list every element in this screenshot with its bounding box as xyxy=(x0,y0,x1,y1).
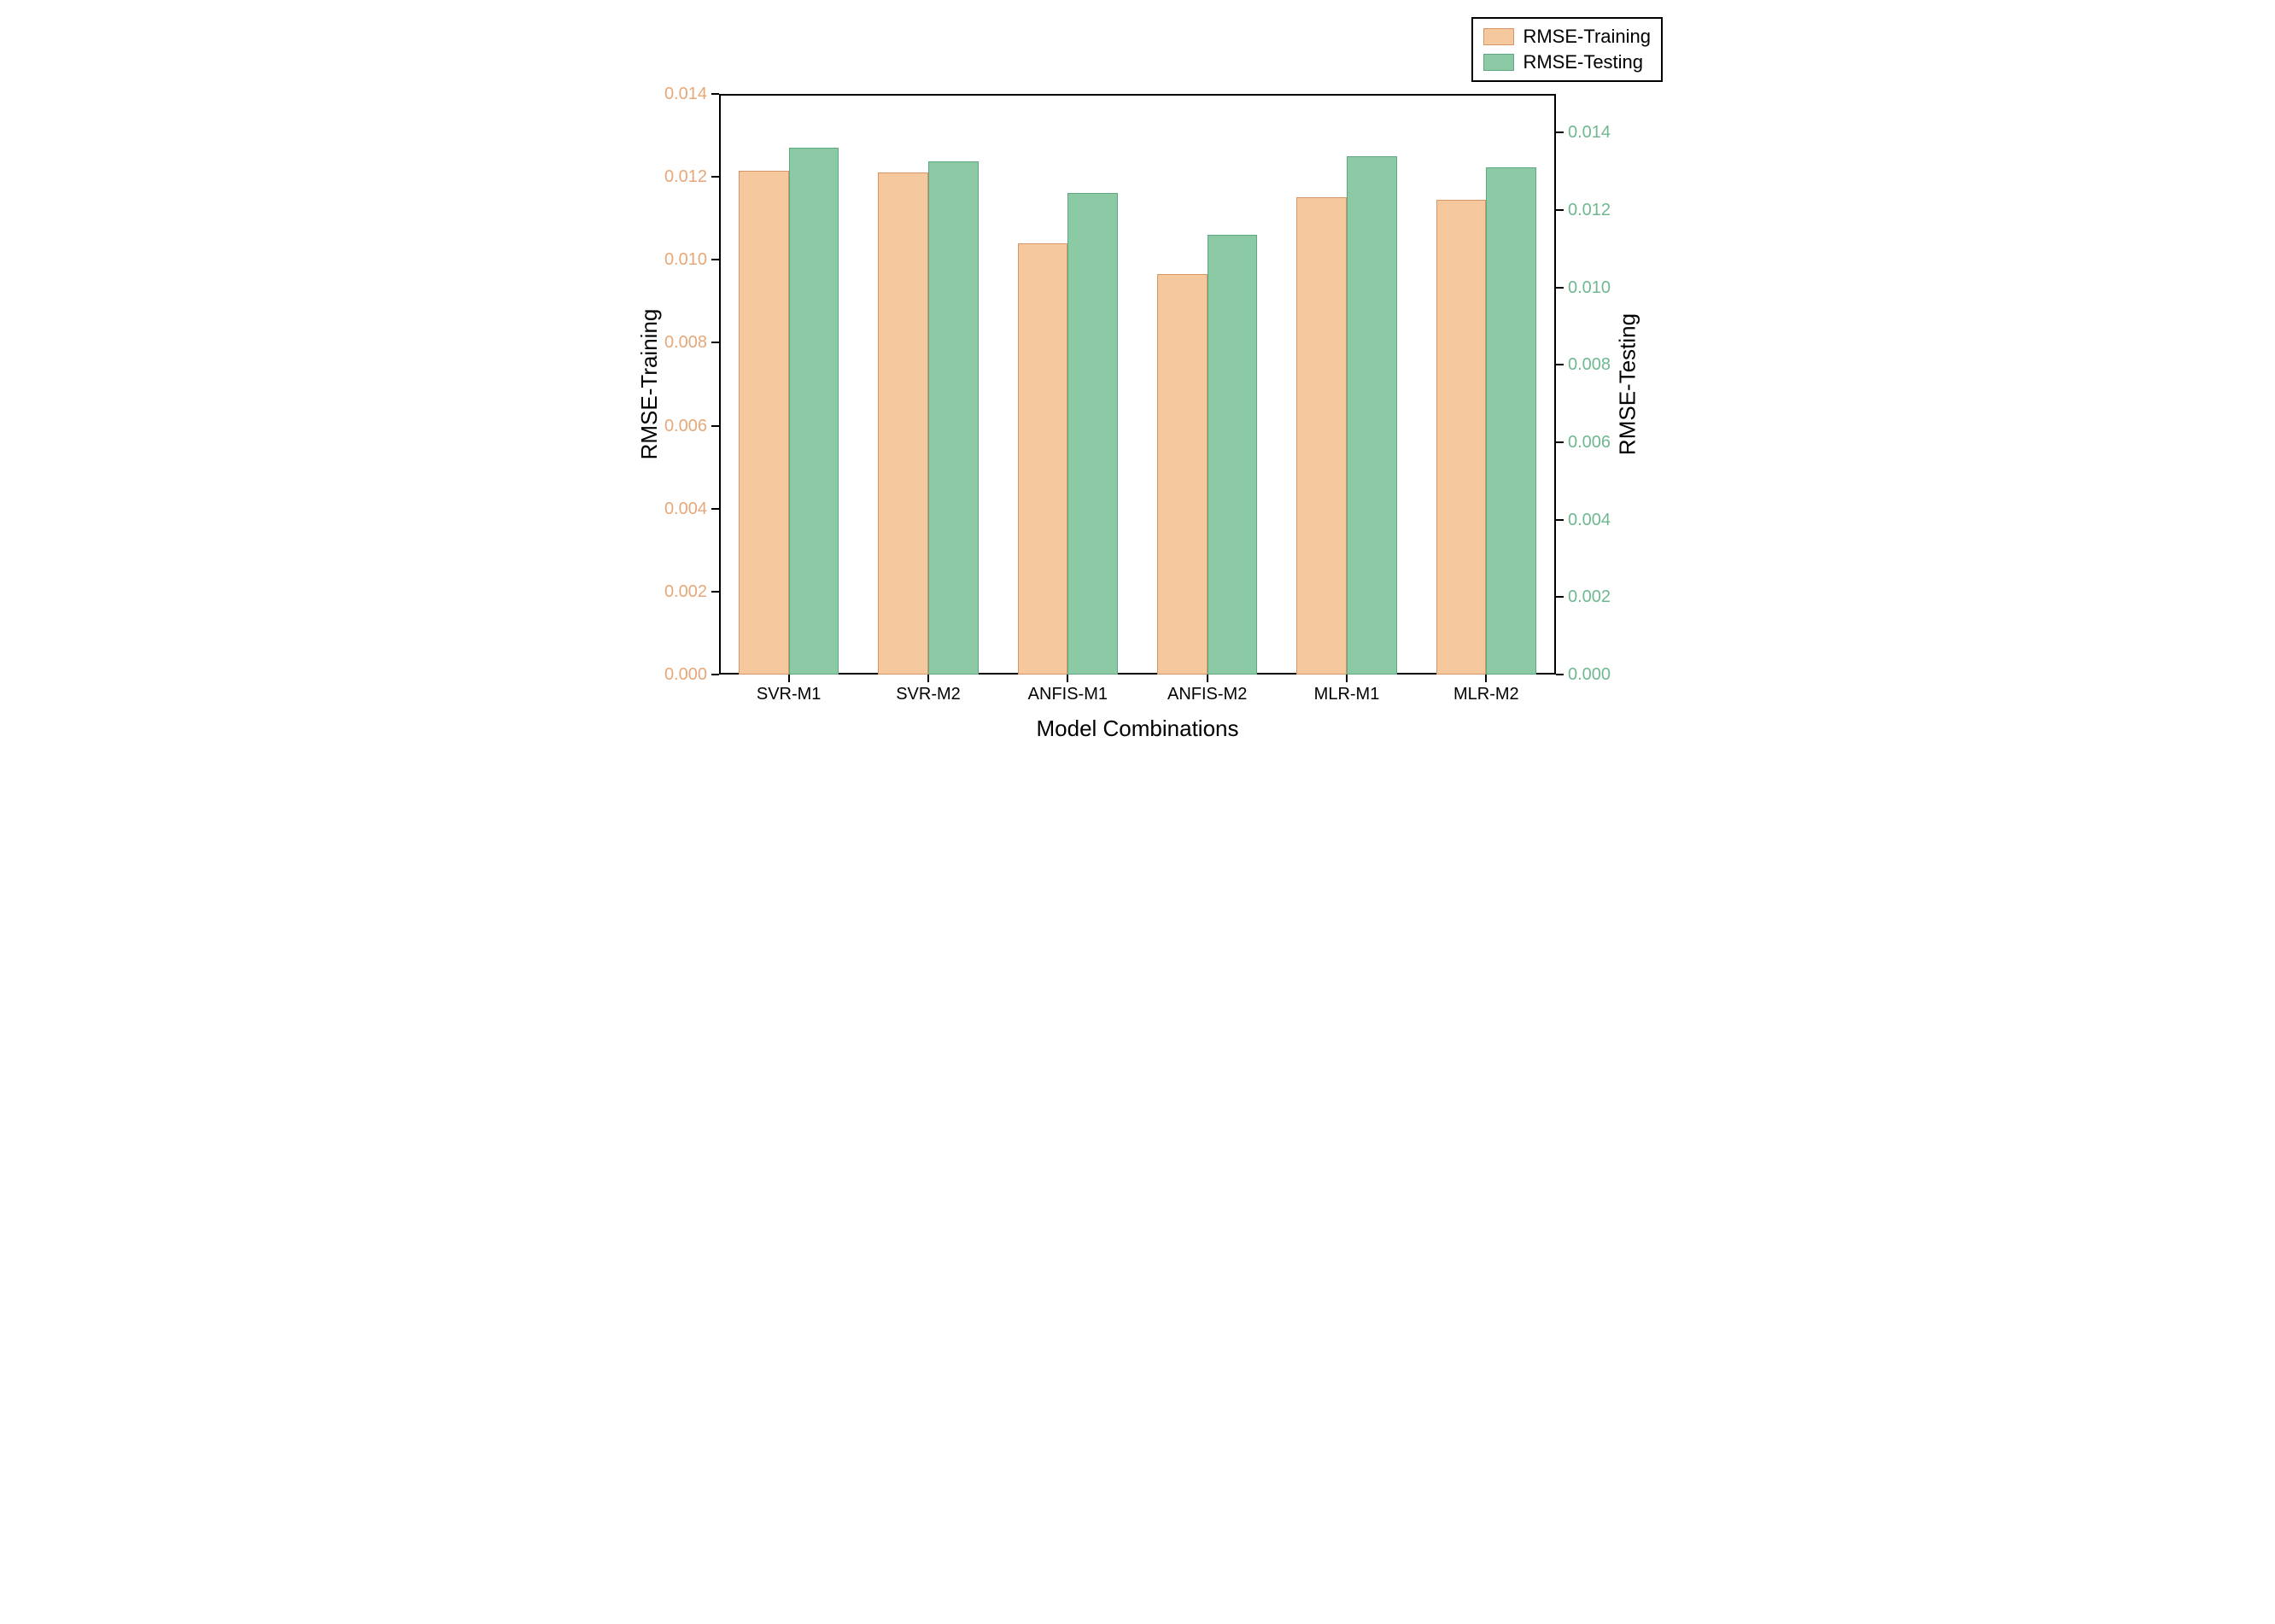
bar-training xyxy=(1157,274,1208,675)
x-tick-label: ANFIS-M1 xyxy=(1028,685,1108,704)
y-right-tick xyxy=(1556,441,1564,443)
y-left-tick xyxy=(711,93,719,95)
legend: RMSE-Training RMSE-Testing xyxy=(1471,17,1663,82)
bar-testing xyxy=(789,148,839,675)
y-right-tick-label: 0.014 xyxy=(1568,123,1611,143)
bar-training xyxy=(1018,243,1068,675)
y-left-tick xyxy=(711,176,719,178)
y-left-tick xyxy=(711,508,719,510)
bar-testing xyxy=(1067,193,1118,675)
y-left-tick xyxy=(711,342,719,343)
y-left-tick-label: 0.012 xyxy=(664,167,707,187)
x-tick xyxy=(927,675,929,682)
x-tick-label: SVR-M1 xyxy=(757,685,822,704)
x-tick xyxy=(1346,675,1348,682)
y-left-tick-label: 0.010 xyxy=(664,250,707,270)
x-tick-label: SVR-M2 xyxy=(896,685,961,704)
y-right-tick-label: 0.010 xyxy=(1568,278,1611,298)
y-left-tick-label: 0.004 xyxy=(664,499,707,519)
x-axis-label: Model Combinations xyxy=(1036,716,1238,742)
legend-label: RMSE-Testing xyxy=(1523,51,1643,73)
bar-testing xyxy=(1347,156,1397,675)
y-right-tick xyxy=(1556,596,1564,598)
plot-area xyxy=(719,94,1556,675)
x-tick-label: MLR-M1 xyxy=(1314,685,1380,704)
y-right-axis-label: RMSE-Testing xyxy=(1614,313,1640,455)
y-right-tick xyxy=(1556,674,1564,675)
y-right-tick xyxy=(1556,519,1564,521)
y-right-tick-label: 0.004 xyxy=(1568,511,1611,530)
y-right-tick-label: 0.002 xyxy=(1568,587,1611,607)
y-left-tick xyxy=(711,259,719,260)
bar-testing xyxy=(928,161,979,675)
x-tick xyxy=(1207,675,1208,682)
bar-training xyxy=(739,171,789,675)
bar-testing xyxy=(1208,235,1258,675)
bar-training xyxy=(1436,200,1487,675)
y-left-tick xyxy=(711,591,719,593)
y-left-tick xyxy=(711,425,719,427)
y-left-tick-label: 0.008 xyxy=(664,333,707,353)
x-tick-label: MLR-M2 xyxy=(1453,685,1519,704)
legend-swatch xyxy=(1483,54,1514,71)
y-right-tick xyxy=(1556,131,1564,133)
y-left-tick-label: 0.000 xyxy=(664,665,707,685)
y-right-tick xyxy=(1556,287,1564,289)
y-right-tick xyxy=(1556,209,1564,211)
y-left-axis-label: RMSE-Training xyxy=(636,309,663,460)
y-left-tick-label: 0.002 xyxy=(664,582,707,602)
x-tick xyxy=(788,675,790,682)
bar-testing xyxy=(1486,167,1536,675)
x-tick-label: ANFIS-M2 xyxy=(1167,685,1247,704)
bar-training xyxy=(878,172,928,675)
legend-swatch xyxy=(1483,28,1514,45)
x-tick xyxy=(1067,675,1068,682)
legend-item: RMSE-Training xyxy=(1483,24,1651,50)
y-right-tick-label: 0.012 xyxy=(1568,201,1611,220)
y-right-tick-label: 0.000 xyxy=(1568,665,1611,685)
y-left-tick-label: 0.014 xyxy=(664,85,707,104)
y-left-tick xyxy=(711,674,719,675)
x-tick xyxy=(1485,675,1487,682)
y-right-tick xyxy=(1556,364,1564,365)
legend-label: RMSE-Training xyxy=(1523,26,1651,48)
bar-training xyxy=(1296,197,1347,675)
y-right-tick-label: 0.006 xyxy=(1568,433,1611,453)
chart-container: RMSE-Training RMSE-Testing RMSE-Training … xyxy=(612,17,1663,767)
legend-item: RMSE-Testing xyxy=(1483,50,1651,75)
y-left-tick-label: 0.006 xyxy=(664,417,707,436)
y-right-tick-label: 0.008 xyxy=(1568,355,1611,375)
